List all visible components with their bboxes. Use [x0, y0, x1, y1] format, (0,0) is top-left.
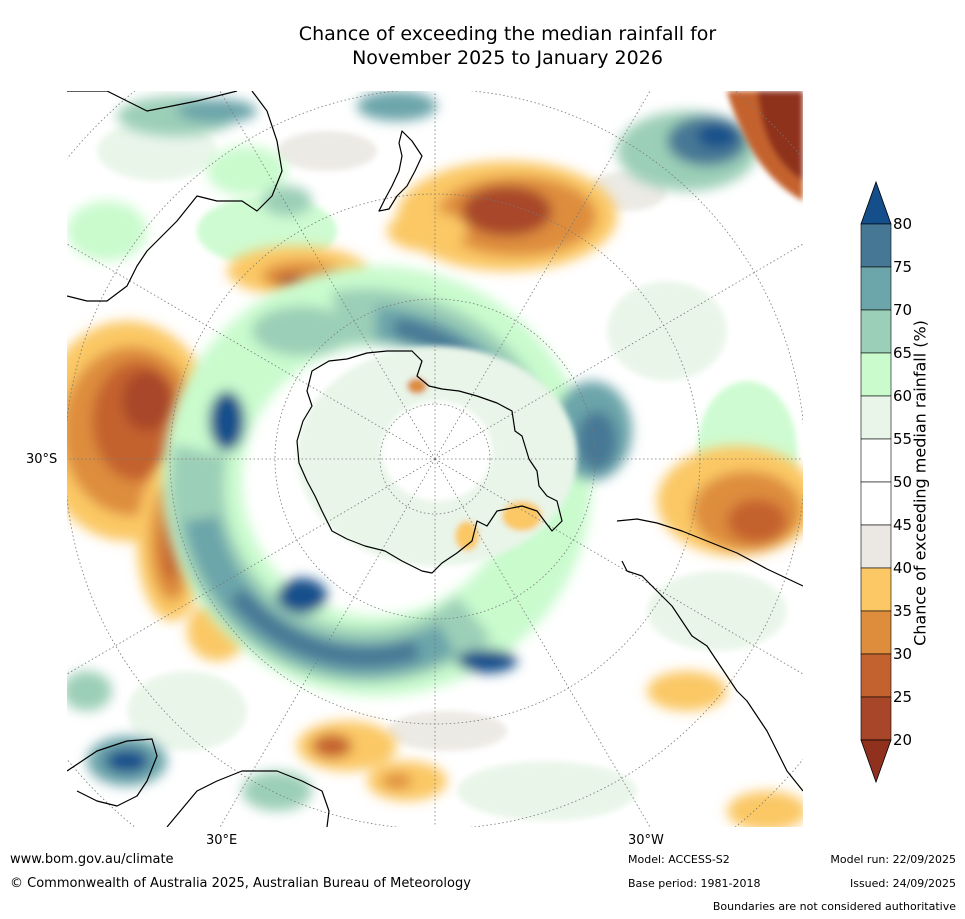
- colorbar-box-c40_45: [860, 524, 892, 569]
- brown-corner-northeast: [727, 91, 803, 201]
- colorbar-label: Chance of exceeding median rainfall (%): [910, 320, 930, 646]
- blue-region-northeast: [617, 111, 757, 191]
- africa-coastline: [67, 738, 330, 827]
- colorbar-tick-label: 20: [893, 731, 912, 749]
- latitude-label-30s: 30°S: [26, 452, 58, 467]
- longitude-label-30w: 30°W: [628, 833, 664, 848]
- colorbar-tick-label: 70: [893, 301, 912, 319]
- antarctica-coastline: [296, 350, 563, 574]
- footer-disclaimer: Boundaries are not considered authoritat…: [712, 900, 956, 913]
- colorbar-tick-label: 30: [893, 645, 912, 663]
- colorbar-box-c25_30: [860, 653, 892, 698]
- colorbar-tick-label: 75: [893, 258, 912, 276]
- antarctica-interior: [297, 346, 577, 566]
- footer-base-period: Base period: 1981-2018: [628, 877, 761, 890]
- colorbar-boxes: [860, 180, 892, 784]
- footer-model: Model: ACCESS-S2: [628, 853, 730, 866]
- colorbar-tick-label: 65: [893, 344, 912, 362]
- colorbar-box-c65_70: [860, 309, 892, 354]
- footer-model-run: Model run: 22/09/2025: [830, 853, 956, 866]
- title-line-2: November 2025 to January 2026: [352, 47, 663, 69]
- colorbar-tick-label: 45: [893, 516, 912, 534]
- longitude-label-30e: 30°E: [206, 833, 238, 848]
- graticule: [67, 91, 803, 827]
- dry-region-north: [227, 161, 617, 296]
- dry-region-southwest: [297, 671, 803, 827]
- colorbar-ticks: 20 25 30 35 40 45 50 55 60 65 70 75 80: [893, 215, 912, 749]
- colorbar-box-c55_60: [860, 395, 892, 440]
- colorbar-box-c50_55: [860, 438, 892, 483]
- south-america-coastline: [616, 518, 803, 792]
- colorbar-tick-label: 25: [893, 688, 912, 706]
- rainfall-probability-map: [67, 91, 803, 827]
- colorbar-box-c70_75: [860, 266, 892, 311]
- colorbar-box-c20_25: [860, 696, 892, 741]
- footer-issued: Issued: 24/09/2025: [849, 877, 956, 890]
- new-zealand-coastline: [378, 130, 423, 212]
- colorbar-tick-label: 40: [893, 559, 912, 577]
- colorbar-box-c75_80: [860, 223, 892, 268]
- map-title: Chance of exceeding the median rainfall …: [180, 22, 835, 70]
- footer-url[interactable]: www.bom.gov.au/climate: [10, 852, 174, 867]
- colorbar-tick-label: 80: [893, 215, 912, 233]
- colorbar-box-c60_65: [860, 352, 892, 397]
- dry-region-east: [657, 446, 803, 556]
- coastlines: [67, 91, 803, 827]
- colorbar-extend-top: [860, 180, 892, 225]
- colorbar-tick-label: 35: [893, 602, 912, 620]
- colorbar: 20 25 30 35 40 45 50 55 60 65 70 75 80: [860, 180, 912, 784]
- australia-coastline: [67, 91, 283, 302]
- colorbar-tick-label: 60: [893, 387, 912, 405]
- colorbar-tick-label: 50: [893, 473, 912, 491]
- colorbar-extend-bottom: [860, 739, 892, 784]
- footer-copyright: © Commonwealth of Australia 2025, Austra…: [10, 876, 471, 891]
- title-line-1: Chance of exceeding the median rainfall …: [298, 23, 717, 45]
- colorbar-box-c45_50: [860, 481, 892, 526]
- colorbar-tick-label: 55: [893, 430, 912, 448]
- colorbar-box-c35_40: [860, 567, 892, 612]
- colorbar-box-c30_35: [860, 610, 892, 655]
- teal-region-northwest: [67, 91, 437, 261]
